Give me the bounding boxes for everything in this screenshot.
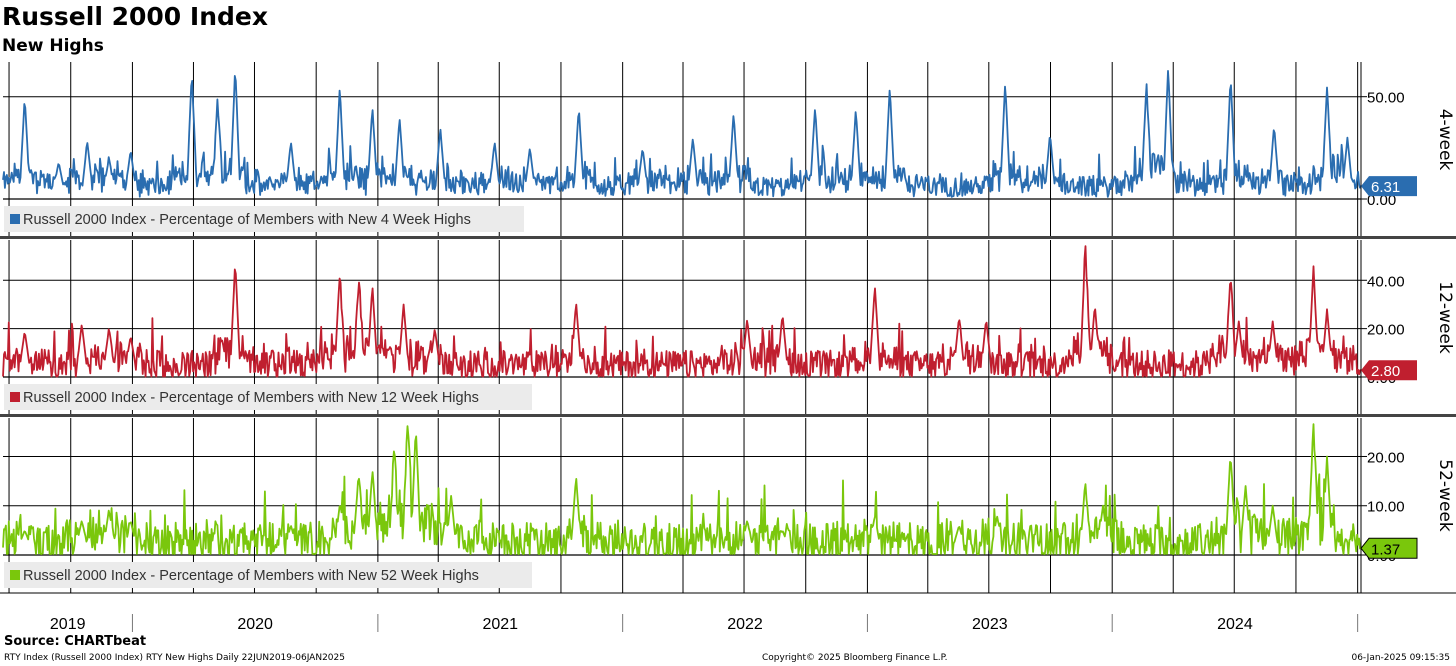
panel-name-label: 12-week bbox=[1435, 281, 1455, 354]
panel-separator bbox=[0, 236, 1456, 239]
chart-title: Russell 2000 Index bbox=[2, 2, 268, 31]
last-value-tag bbox=[1360, 537, 1418, 559]
series-line bbox=[2, 245, 1362, 378]
panel-separator bbox=[0, 414, 1456, 417]
y-tick-label: 0.00 bbox=[1367, 192, 1396, 209]
y-tick-label: 50.00 bbox=[1367, 90, 1405, 107]
last-value-label: 2.80 bbox=[1371, 363, 1400, 380]
last-value-tag bbox=[1361, 360, 1417, 381]
series-line bbox=[2, 70, 1362, 198]
footer-timestamp: 06-Jan-2025 09:15:35 bbox=[1351, 653, 1450, 663]
legend-box bbox=[4, 562, 532, 588]
panel-name-label: 52-week bbox=[1435, 459, 1455, 532]
last-value-label: 6.31 bbox=[1371, 179, 1400, 196]
chart-subtitle: New Highs bbox=[2, 36, 104, 56]
source-note: Source: CHARTbeat bbox=[4, 634, 147, 649]
last-value-tag bbox=[1361, 176, 1417, 197]
legend-text: Russell 2000 Index - Percentage of Membe… bbox=[23, 390, 479, 406]
legend-box bbox=[4, 206, 524, 232]
y-tick-label: 20.00 bbox=[1367, 449, 1405, 466]
x-year-label: 2021 bbox=[482, 616, 518, 633]
series-line bbox=[2, 423, 1362, 555]
panel-4week: Russell 2000 Index - Percentage of Membe… bbox=[2, 62, 1455, 237]
legend-swatch bbox=[10, 214, 20, 224]
footer-ticker-info: RTY Index (Russell 2000 Index) RTY New H… bbox=[4, 653, 345, 663]
x-year-label: 2023 bbox=[972, 616, 1008, 633]
x-year-label: 2022 bbox=[727, 616, 763, 633]
y-tick-label: 40.00 bbox=[1367, 273, 1405, 290]
legend-swatch bbox=[10, 392, 20, 402]
x-year-label: 2024 bbox=[1217, 616, 1253, 633]
y-tick-label: 10.00 bbox=[1367, 499, 1405, 516]
legend-text: Russell 2000 Index - Percentage of Membe… bbox=[23, 568, 479, 584]
footer-copyright: Copyright© 2025 Bloomberg Finance L.P. bbox=[762, 653, 948, 663]
y-tick-label: 20.00 bbox=[1367, 322, 1405, 339]
panel-name-label: 4-week bbox=[1435, 109, 1455, 171]
x-year-label: 2019 bbox=[50, 616, 86, 633]
legend-box bbox=[4, 384, 532, 410]
x-year-label: 2020 bbox=[237, 616, 273, 633]
panel-12week: Russell 2000 Index - Percentage of Membe… bbox=[2, 240, 1455, 415]
last-value-label: 1.37 bbox=[1371, 541, 1400, 558]
legend-swatch bbox=[10, 570, 20, 580]
legend-text: Russell 2000 Index - Percentage of Membe… bbox=[23, 212, 471, 228]
panel-52week: Russell 2000 Index - Percentage of Membe… bbox=[2, 418, 1455, 593]
